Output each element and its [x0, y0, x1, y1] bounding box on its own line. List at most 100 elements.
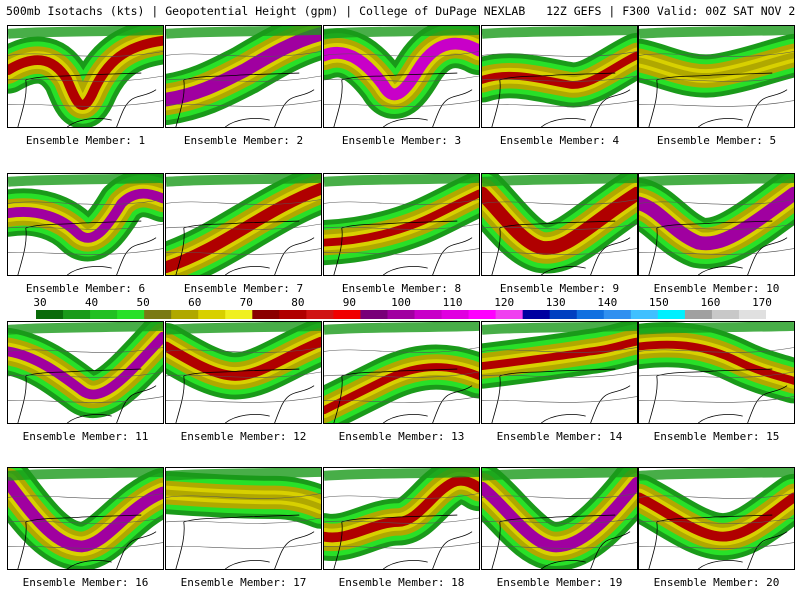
isotach-core-band	[166, 336, 321, 381]
colorbar-tick-label: 70	[239, 296, 253, 309]
coastline-outline	[491, 72, 631, 127]
coastline-outline	[175, 72, 315, 127]
panel-caption: Ensemble Member: 2	[183, 134, 304, 147]
isotach-map	[482, 174, 637, 275]
isotach-secondary-band	[166, 468, 321, 481]
height-contour	[166, 75, 321, 82]
colorbar-tick-label: 50	[136, 296, 150, 309]
height-contour	[482, 75, 637, 82]
colorbar-segment	[63, 310, 91, 319]
height-contour	[166, 371, 321, 378]
isotach-core-band	[324, 475, 479, 543]
isotach-map	[8, 26, 163, 127]
isotach-map	[482, 322, 637, 423]
coastline-outline	[333, 220, 473, 275]
panel-caption: Ensemble Member: 15	[653, 430, 780, 443]
ensemble-map-panel	[638, 321, 795, 424]
colorbar-tick-label: 40	[84, 296, 99, 309]
colorbar-segment	[198, 310, 226, 319]
ensemble-map-panel	[165, 25, 322, 128]
height-contour	[8, 223, 163, 230]
height-contour	[324, 347, 479, 353]
isotach-colorbar: 30 40 50 60 70 80 90 100 110 120 130 140 150 160 170	[0, 296, 800, 326]
isotach-core-band	[166, 26, 321, 107]
colorbar-segment	[387, 310, 416, 319]
isotach-map	[639, 26, 794, 127]
height-contour	[166, 396, 321, 403]
colorbar-segment	[684, 310, 713, 319]
isotach-map	[324, 468, 479, 569]
ensemble-map-panel	[7, 321, 164, 424]
ensemble-map-panel	[7, 173, 164, 276]
panel-caption: Ensemble Member: 11	[22, 430, 149, 443]
height-contour	[324, 542, 479, 549]
colorbar-segment	[279, 310, 307, 319]
colorbar-segment	[711, 310, 740, 319]
isotach-secondary-band	[639, 322, 794, 335]
panel-caption: Ensemble Member: 6	[25, 282, 146, 295]
height-contour	[8, 347, 163, 353]
height-contour	[639, 517, 794, 524]
height-contour	[166, 493, 321, 499]
isotach-core-band	[639, 492, 794, 542]
colorbar-tick-label: 150	[648, 296, 669, 309]
height-contour	[166, 542, 321, 549]
header-left-text: 500mb Isotachs (kts) | Geopotential Heig…	[6, 4, 526, 18]
height-contour	[8, 100, 163, 107]
colorbar-scale	[36, 310, 766, 319]
colorbar-tick-label: 160	[700, 296, 721, 309]
isotach-secondary-band	[8, 26, 163, 39]
isotach-core-band	[639, 340, 794, 385]
isotach-map	[8, 174, 163, 275]
ensemble-map-panel	[323, 467, 480, 570]
panel-caption: Ensemble Member: 14	[496, 430, 623, 443]
height-contour	[482, 100, 637, 107]
isotach-secondary-band	[8, 174, 163, 187]
isotach-secondary-band	[639, 174, 794, 187]
height-contour	[639, 199, 794, 205]
coastline-outline	[648, 368, 788, 423]
isotach-map	[639, 322, 794, 423]
height-contour	[166, 100, 321, 107]
isotach-secondary-band	[639, 468, 794, 481]
colorbar-tick-label: 90	[342, 296, 357, 309]
isotach-secondary-band	[166, 26, 321, 39]
height-contour	[8, 248, 163, 255]
ensemble-map-panel	[165, 467, 322, 570]
isotach-secondary-band	[166, 322, 321, 335]
colorbar-tick-label: 130	[545, 296, 566, 309]
colorbar-segment	[171, 310, 199, 319]
height-contour	[324, 199, 479, 205]
coastline-outline	[17, 368, 157, 423]
panel-caption: Ensemble Member: 5	[656, 134, 777, 147]
colorbar-segment	[657, 310, 686, 319]
isotach-secondary-band	[324, 174, 479, 187]
colorbar-tick-label: 140	[597, 296, 618, 309]
ensemble-map-panel	[481, 321, 638, 424]
colorbar-segment	[333, 310, 361, 319]
isotach-secondary-band	[639, 26, 794, 39]
isotach-core-band	[482, 476, 637, 553]
isotach-map	[324, 322, 479, 423]
isotach-core-band	[8, 331, 163, 400]
height-contour	[166, 51, 321, 57]
colorbar-segment	[495, 310, 524, 319]
ensemble-map-panel	[481, 467, 638, 570]
colorbar-segment	[117, 310, 145, 319]
height-contour	[8, 396, 163, 403]
isotach-secondary-band	[482, 322, 637, 335]
height-contour	[166, 248, 321, 255]
coastline-outline	[491, 368, 631, 423]
height-contour	[8, 75, 163, 82]
isotach-map	[166, 174, 321, 275]
panel-caption: Ensemble Member: 18	[338, 576, 465, 589]
isotach-secondary-band	[482, 468, 637, 481]
ensemble-map-panel	[165, 173, 322, 276]
ensemble-map-panel	[7, 25, 164, 128]
isotach-map	[166, 26, 321, 127]
height-contour	[482, 223, 637, 230]
coastline-outline	[175, 368, 315, 423]
isotach-map	[166, 468, 321, 569]
isotach-core-band	[482, 186, 637, 255]
height-contour	[324, 371, 479, 378]
